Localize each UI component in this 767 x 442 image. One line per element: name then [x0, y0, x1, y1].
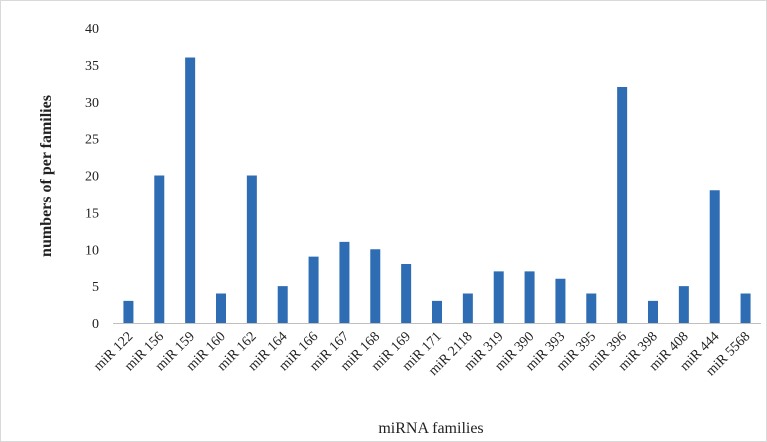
bar — [709, 190, 720, 323]
bars — [123, 57, 751, 323]
bar — [678, 286, 689, 323]
bar — [339, 241, 350, 323]
bar — [586, 293, 597, 323]
bar — [308, 256, 319, 323]
bar — [462, 293, 473, 323]
bar — [370, 249, 381, 323]
bar — [277, 286, 288, 323]
bar — [246, 175, 257, 323]
bar — [216, 293, 226, 323]
bar — [524, 271, 535, 323]
y-tick-label: 35 — [85, 59, 99, 74]
bar — [617, 87, 628, 323]
bar — [432, 300, 442, 323]
bar — [740, 293, 751, 323]
y-axis-title: numbers of per families — [38, 95, 55, 257]
x-axis-title: miRNA families — [378, 420, 483, 437]
bar — [185, 57, 196, 323]
y-tick-label: 20 — [85, 170, 99, 185]
bar — [154, 175, 165, 323]
bar — [401, 264, 412, 323]
y-axis-ticks: 0 5 10 15 20 25 30 35 40 — [85, 22, 99, 332]
bar — [123, 300, 134, 323]
y-tick-label: 25 — [85, 133, 99, 148]
bar — [648, 300, 658, 323]
y-tick-label: 30 — [85, 96, 99, 111]
bar — [555, 278, 566, 323]
y-tick-label: 40 — [85, 22, 99, 37]
y-tick-label: 15 — [85, 206, 99, 221]
y-tick-label: 0 — [92, 317, 99, 332]
bar — [493, 271, 504, 323]
y-tick-label: 5 — [92, 280, 99, 295]
y-tick-label: 10 — [85, 243, 99, 258]
